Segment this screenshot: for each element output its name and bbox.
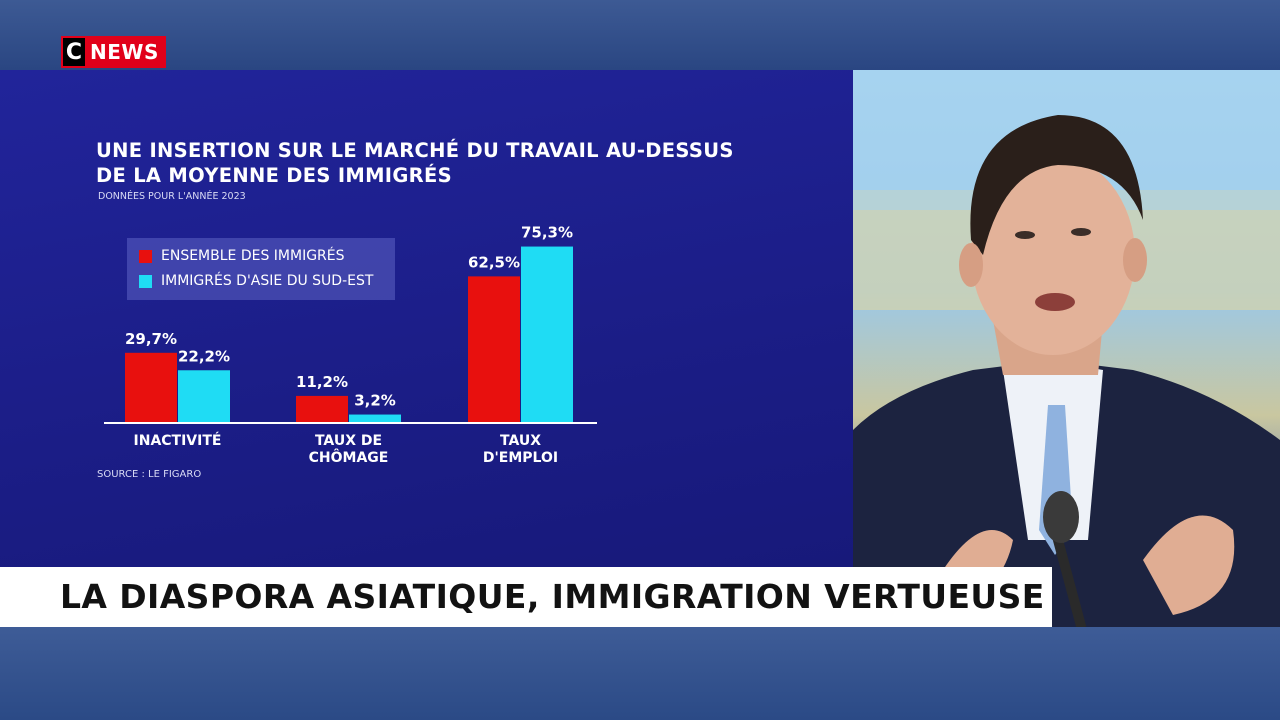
- category-label-2-line-2: CHÔMAGE: [309, 448, 389, 466]
- logo-news: NEWS: [90, 40, 159, 64]
- logo-c: C: [63, 38, 85, 66]
- data-label-series-2-cat-1: 22,2%: [178, 347, 230, 365]
- category-label-2-line-1: TAUX DE: [315, 433, 382, 449]
- chart-panel: UNE INSERTION SUR LE MARCHÉ DU TRAVAIL A…: [0, 70, 853, 567]
- bar-series-2-cat-2: [349, 414, 401, 422]
- legend-entry-series-2: IMMIGRÉS D'ASIE DU SUD-EST: [139, 272, 373, 290]
- headline-text: LA DIASPORA ASIATIQUE, IMMIGRATION VERTU…: [60, 577, 1045, 616]
- chart-source: SOURCE : LE FIGARO: [97, 469, 202, 480]
- bar-series-2-cat-3: [521, 246, 573, 422]
- data-label-series-1-cat-1: 29,7%: [125, 330, 177, 348]
- bar-series-2-cat-1: [178, 370, 230, 422]
- headline-banner: LA DIASPORA ASIATIQUE, IMMIGRATION VERTU…: [0, 567, 1052, 627]
- top-strip: [0, 0, 1280, 70]
- chart-title-line-1: UNE INSERTION SUR LE MARCHÉ DU TRAVAIL A…: [96, 139, 734, 162]
- data-label-series-1-cat-3: 62,5%: [468, 253, 520, 271]
- bar-series-1-cat-1: [125, 352, 177, 422]
- channel-logo: C NEWS: [61, 36, 166, 68]
- bar-chart: 29,7%22,2% INACTIVITÉ 11,2% 3,2% TAUX DECHÔM…: [104, 224, 597, 466]
- chart-title: UNE INSERTION SUR LE MARCHÉ DU TRAVAIL A…: [96, 138, 756, 188]
- chart-title-line-2: DE LA MOYENNE DES IMMIGRÉS: [96, 164, 452, 187]
- data-label-series-1-cat-2: 11,2%: [296, 373, 348, 391]
- category-label-3-line-1: TAUX: [500, 433, 541, 449]
- presenter-image: [853, 70, 1280, 627]
- bar-series-1-cat-3: [468, 276, 520, 422]
- legend-swatch-series-1: [139, 249, 152, 263]
- presenter-video: [853, 70, 1280, 627]
- category-label-3-line-2: D'EMPLOI: [483, 450, 558, 466]
- legend-label-series-2: IMMIGRÉS D'ASIE DU SUD-EST: [161, 273, 374, 289]
- chart-legend: ENSEMBLE DES IMMIGRÉS IMMIGRÉS D'ASIE DU…: [127, 238, 395, 300]
- data-label-series-2-cat-3: 75,3%: [521, 224, 573, 242]
- category-label-1-line-1: INACTIVITÉ: [134, 432, 222, 449]
- bar-series-1-cat-2: [296, 395, 348, 422]
- legend-label-series-1: ENSEMBLE DES IMMIGRÉS: [161, 248, 345, 264]
- bottom-strip: [0, 627, 1280, 720]
- data-label-series-2-cat-2: 3,2%: [354, 392, 396, 410]
- chart-subtitle: DONNÉES POUR L'ANNÉE 2023: [98, 191, 246, 202]
- legend-swatch-series-2: [139, 274, 152, 288]
- legend-entry-series-1: ENSEMBLE DES IMMIGRÉS: [139, 247, 345, 265]
